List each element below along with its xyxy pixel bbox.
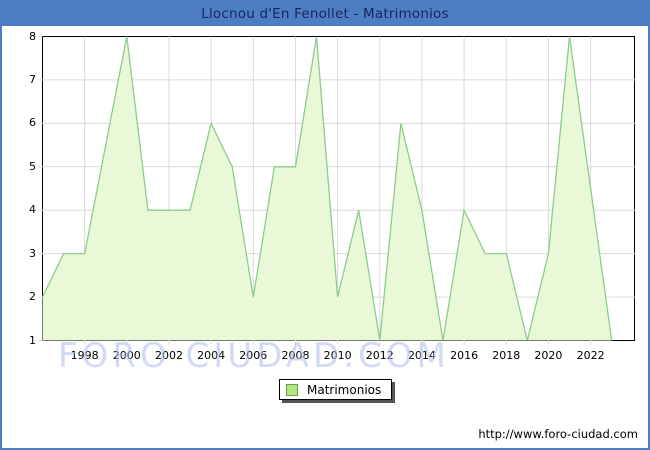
y-axis-tick-label: 3: [29, 246, 36, 260]
source-url[interactable]: http://www.foro-ciudad.com: [478, 427, 638, 441]
watermark-text: FORO CIUDAD.COM: [58, 336, 450, 376]
x-axis-tick-label: 2014: [407, 349, 436, 362]
x-axis-tick-label: 2020: [534, 349, 563, 362]
matrimonios-area-fill: [42, 36, 612, 341]
x-axis-tick-label: 1998: [70, 349, 99, 362]
x-axis-tick-label: 2022: [576, 349, 605, 362]
y-axis-tick-label: 8: [29, 29, 36, 43]
x-axis-tick-label: 2006: [239, 349, 268, 362]
y-axis-tick-label: 5: [29, 159, 36, 173]
matrimonios-line-series: [41, 36, 613, 341]
x-axis-tick-label: 2010: [323, 349, 352, 362]
x-axis-tick-label: 2012: [365, 349, 394, 362]
title-bar: Llocnou d'En Fenollet - Matrimonios: [2, 2, 648, 26]
y-axis-tick-label: 7: [29, 72, 36, 86]
chart-title: Llocnou d'En Fenollet - Matrimonios: [201, 6, 449, 22]
legend-label: Matrimonios: [307, 382, 382, 397]
y-axis-tick-label: 1: [29, 333, 36, 347]
x-axis-tick-label: 2004: [197, 349, 226, 362]
x-axis-tick-label: 2002: [154, 349, 183, 362]
legend-box: Matrimonios: [279, 379, 393, 400]
legend-swatch-icon: [286, 383, 298, 396]
x-axis-tick-label: 2016: [450, 349, 479, 362]
x-axis-tick-label: 2008: [281, 349, 310, 362]
y-axis-tick-label: 6: [29, 116, 36, 130]
y-axis-tick-label: 2: [29, 290, 36, 304]
x-axis-tick-label: 2000: [112, 349, 141, 362]
x-axis-tick-label: 2018: [492, 349, 521, 362]
y-axis-tick-label: 4: [29, 203, 36, 217]
